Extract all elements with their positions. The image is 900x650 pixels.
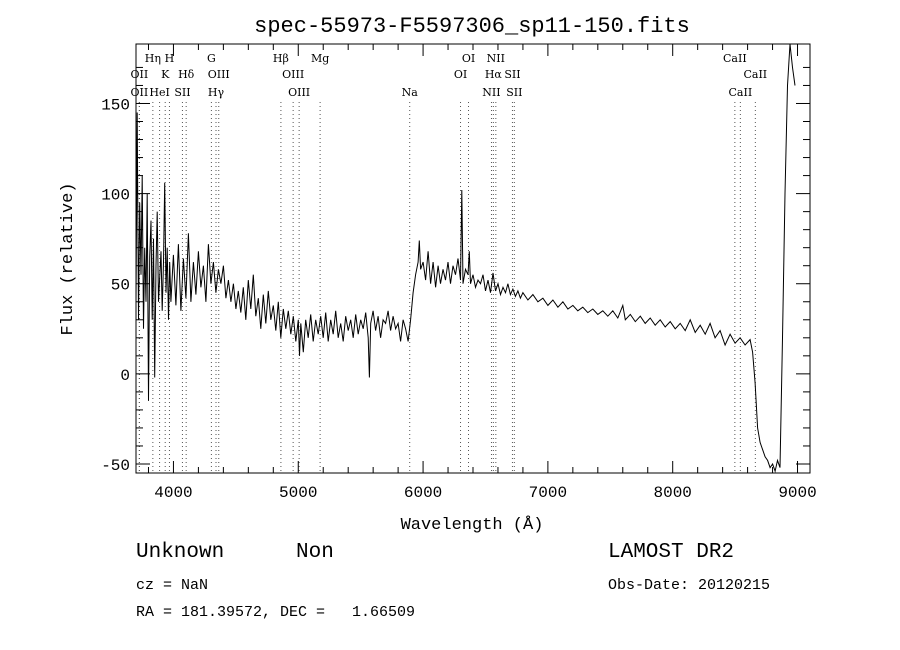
line-label: HeI: [149, 86, 169, 99]
line-label: OIII: [208, 68, 230, 81]
line-label: NII: [482, 86, 500, 99]
line-label: Hη: [145, 52, 161, 65]
x-axis: 4000 5000 6000 7000 8000 9000: [147, 44, 817, 502]
line-label: Hβ: [273, 52, 289, 65]
line-label: H: [165, 52, 175, 65]
y-tick-label: 50: [111, 277, 130, 295]
y-tick-label: 0: [120, 367, 130, 385]
line-label: K: [161, 68, 170, 81]
x-tick-label: 6000: [404, 484, 442, 502]
line-label: OII: [131, 86, 149, 99]
line-label: NII: [487, 52, 505, 65]
line-label: SII: [174, 86, 190, 99]
coordinates-readout: RA = 181.39572, DEC = 1.66509: [136, 604, 416, 621]
line-label: OII: [131, 68, 149, 81]
line-label: OI: [462, 52, 475, 65]
y-tick-label: 150: [101, 96, 130, 114]
x-tick-label: 5000: [279, 484, 317, 502]
line-label: Hγ: [208, 86, 225, 99]
y-tick-label: -50: [101, 457, 130, 475]
line-label: SII: [504, 68, 520, 81]
line-label: OI: [454, 68, 467, 81]
line-label: OIII: [288, 86, 310, 99]
y-tick-label: 100: [101, 187, 130, 205]
line-label: CaII: [743, 68, 767, 81]
line-markers: [138, 102, 756, 473]
chart-title: spec-55973-F5597306_sp11-150.fits: [254, 14, 690, 39]
x-tick-label: 8000: [654, 484, 692, 502]
survey-name: LAMOST DR2: [608, 541, 735, 564]
line-label: Hδ: [178, 68, 195, 81]
spectrum-chart: spec-55973-F5597306_sp11-150.fits OII HηK…: [59, 14, 817, 535]
y-axis-label: Flux (relative): [59, 182, 78, 335]
line-label: Mg: [311, 52, 329, 65]
line-label: Na: [402, 86, 419, 99]
line-label: CaII: [729, 86, 753, 99]
line-label: G: [207, 52, 216, 65]
x-tick-label: 7000: [529, 484, 567, 502]
object-subclass: Non: [296, 541, 334, 564]
x-axis-label: Wavelength (Å): [401, 516, 544, 535]
x-tick-label: 9000: [778, 484, 816, 502]
line-label: Hα: [485, 68, 503, 81]
spectrum-line: [135, 43, 796, 474]
plot-frame: [135, 43, 811, 474]
line-label: OIII: [282, 68, 304, 81]
line-label: SII: [506, 86, 522, 99]
line-label: CaII: [723, 52, 747, 65]
redshift-readout: cz = NaN: [136, 577, 209, 594]
x-tick-label: 4000: [154, 484, 192, 502]
observation-date: Obs-Date: 20120215: [608, 577, 771, 594]
object-class: Unknown: [136, 541, 225, 564]
